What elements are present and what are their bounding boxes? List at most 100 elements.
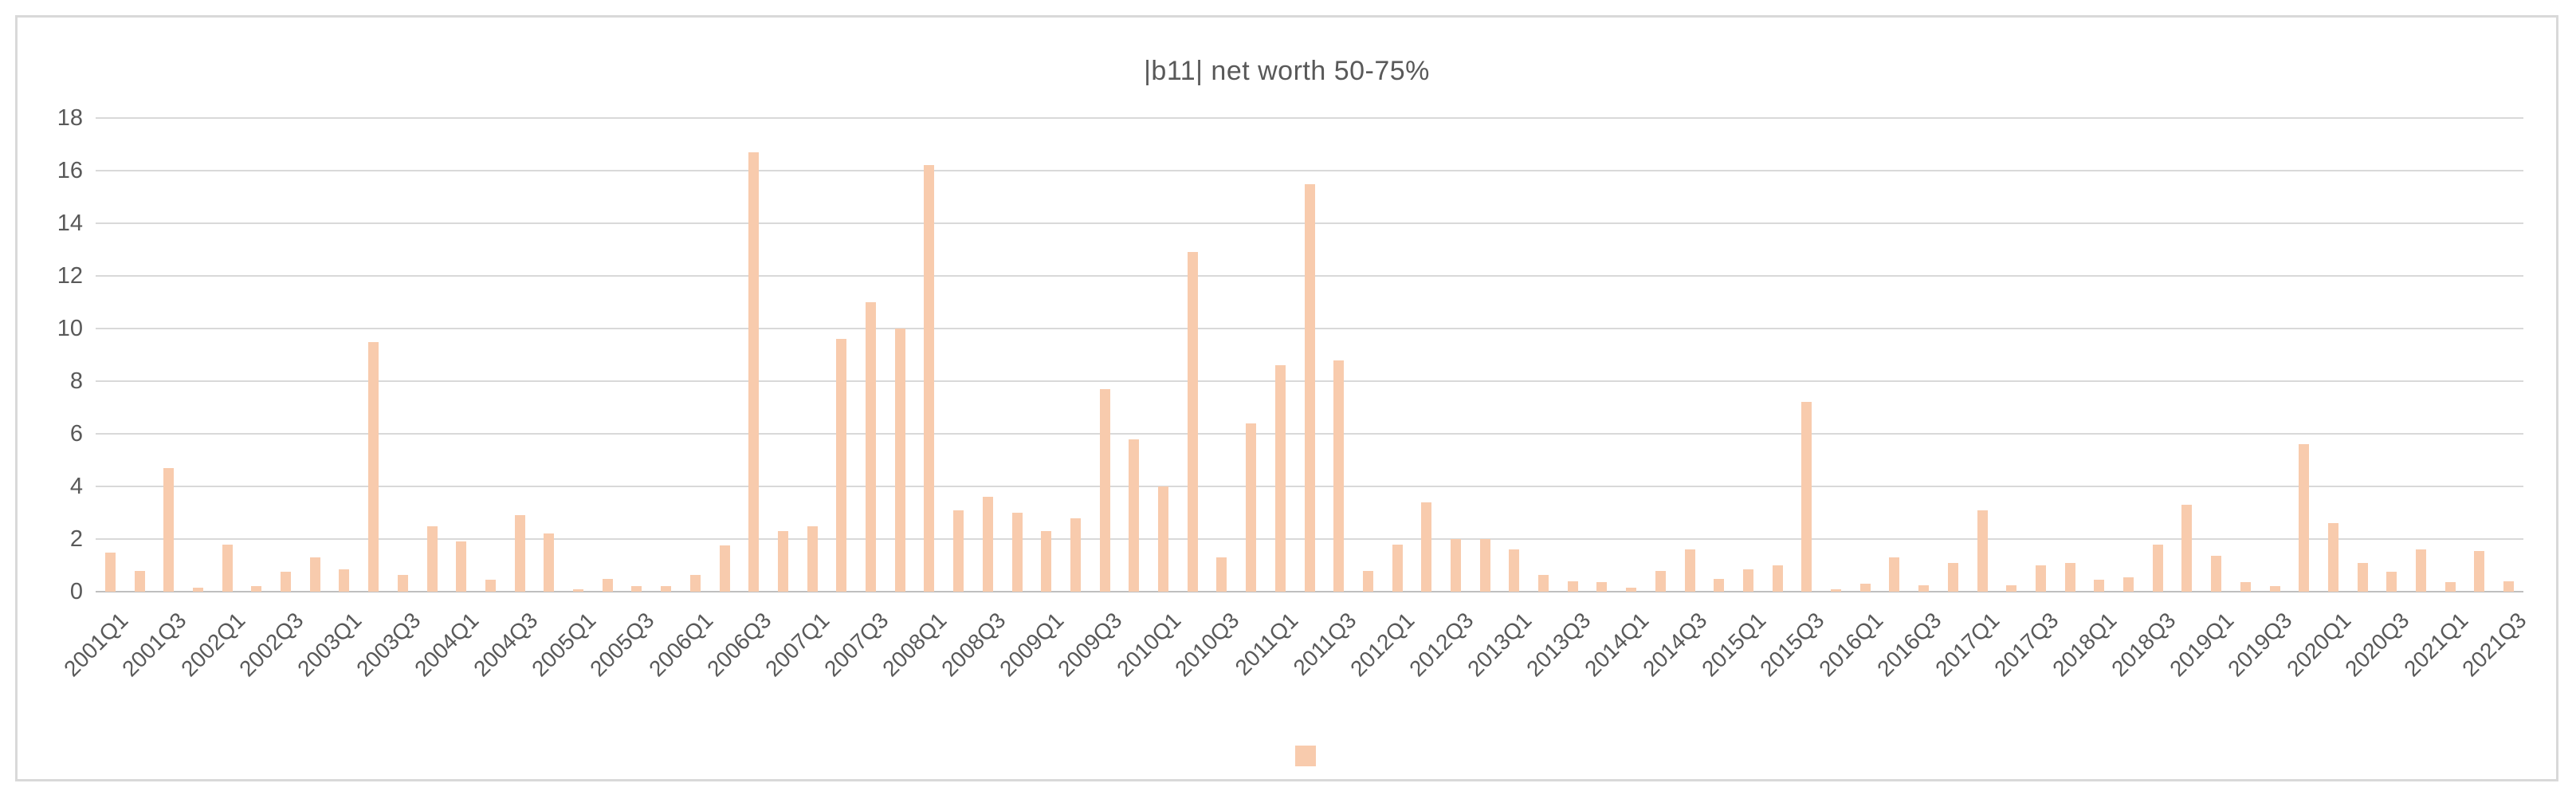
x-tick-label: 2021Q3 <box>2457 608 2531 682</box>
x-tick-label: 2013Q3 <box>1521 608 1596 682</box>
x-tick-label: 2012Q1 <box>1345 608 1420 682</box>
bar-2017Q2 <box>2006 584 2017 592</box>
chart-title: |b11| net worth 50-75% <box>1144 56 1430 86</box>
bar-2015Q1 <box>1742 569 1753 592</box>
bar-2020Q4 <box>2416 549 2427 592</box>
x-tick-label: 2002Q3 <box>234 608 308 682</box>
bar-2004Q2 <box>485 580 496 592</box>
bar-2011Q3 <box>1333 360 1345 592</box>
bar-2004Q4 <box>544 533 555 592</box>
bar-2009Q3 <box>1099 388 1110 592</box>
x-tick-label: 2020Q1 <box>2282 608 2356 682</box>
bar-2014Q1 <box>1626 588 1637 592</box>
x-tick-label: 2017Q1 <box>1930 608 2005 682</box>
bar-2013Q2 <box>1538 574 1549 592</box>
bar-2002Q4 <box>309 557 320 592</box>
bar-2015Q4 <box>1831 588 1842 592</box>
bar-2019Q1 <box>2211 556 2222 592</box>
bar-2017Q1 <box>1977 510 1988 592</box>
bar-2004Q1 <box>456 541 467 592</box>
bar-2008Q1 <box>924 165 935 592</box>
x-tick-label: 2001Q1 <box>58 608 133 682</box>
bar-2018Q4 <box>2181 505 2193 592</box>
bar-2008Q3 <box>982 497 993 592</box>
bar-2012Q4 <box>1479 539 1490 592</box>
bar-2013Q1 <box>1509 549 1520 592</box>
bar-2005Q4 <box>661 586 672 592</box>
bar-2007Q1 <box>807 525 818 592</box>
plot-area <box>96 117 2523 592</box>
chart-frame: |b11| net worth 50-75% 0 2 4 6 8 10 12 14 16 18 2… <box>15 15 2558 781</box>
bar-2006Q3 <box>748 152 760 592</box>
bar-2009Q2 <box>1070 518 1081 592</box>
x-tick-label: 2011Q3 <box>1288 608 1361 680</box>
bar-2008Q4 <box>1011 513 1023 592</box>
bar-2009Q4 <box>1129 439 1140 592</box>
x-tick-label: 2020Q3 <box>2340 608 2414 682</box>
bar-2006Q4 <box>777 531 788 592</box>
bar-2002Q3 <box>281 572 292 592</box>
x-tick-label: 2016Q1 <box>1813 608 1888 682</box>
x-tick-label: 2014Q1 <box>1580 608 1654 682</box>
bar-2006Q1 <box>689 574 701 592</box>
x-tick-label: 2017Q3 <box>1989 608 2064 682</box>
x-tick-label: 2004Q3 <box>468 608 543 682</box>
bar-2020Q2 <box>2357 562 2368 592</box>
bar-2016Q3 <box>1918 584 1930 592</box>
bar-2021Q1 <box>2444 582 2456 592</box>
bar-2011Q1 <box>1274 365 1286 592</box>
bar-2003Q2 <box>368 341 379 592</box>
bar-2001Q2 <box>134 570 145 592</box>
x-tick-label: 2018Q1 <box>2048 608 2122 682</box>
bar-2020Q1 <box>2327 523 2338 592</box>
x-tick-label: 2010Q1 <box>1112 608 1186 682</box>
x-tick-label: 2007Q1 <box>760 608 835 682</box>
x-tick-label: 2013Q1 <box>1463 608 1537 682</box>
y-tick-label: 2 <box>69 526 83 552</box>
bar-2016Q1 <box>1859 584 1871 592</box>
y-tick-label: 18 <box>57 105 83 131</box>
y-tick-label: 12 <box>57 263 83 289</box>
bar-2018Q3 <box>2152 544 2163 592</box>
y-tick-label: 4 <box>69 474 83 499</box>
x-tick-label: 2001Q3 <box>117 608 191 682</box>
y-tick-label: 0 <box>69 579 83 604</box>
bar-2011Q4 <box>1362 570 1373 592</box>
bar-2001Q4 <box>192 588 203 592</box>
y-tick-label: 16 <box>57 158 83 183</box>
y-tick-label: 8 <box>69 368 83 394</box>
bar-2015Q2 <box>1772 565 1783 592</box>
x-tick-label: 2008Q3 <box>936 608 1011 682</box>
bar-2005Q2 <box>602 578 613 592</box>
bar-2005Q3 <box>631 586 642 592</box>
legend-series-marker <box>1295 746 1316 766</box>
bar-2014Q2 <box>1655 570 1666 592</box>
bar-2018Q2 <box>2123 577 2134 592</box>
bar-2003Q1 <box>339 569 350 592</box>
x-tick-label: 2009Q3 <box>1053 608 1128 682</box>
bar-2015Q3 <box>1801 402 1812 592</box>
bar-2020Q3 <box>2386 572 2397 592</box>
bar-2016Q4 <box>1947 562 1958 592</box>
bar-2004Q3 <box>514 515 525 592</box>
x-tick-label: 2011Q1 <box>1230 608 1303 680</box>
bar-2006Q2 <box>719 545 730 592</box>
bar-2009Q1 <box>1041 531 1052 592</box>
bar-2011Q2 <box>1304 183 1315 592</box>
x-tick-label: 2014Q3 <box>1638 608 1713 682</box>
x-tick-label: 2009Q1 <box>995 608 1069 682</box>
bar-2007Q4 <box>894 329 905 592</box>
bar-2001Q3 <box>163 467 175 592</box>
bar-2012Q2 <box>1421 502 1432 592</box>
bar-2008Q2 <box>953 510 964 592</box>
x-tick-label: 2004Q1 <box>410 608 484 682</box>
bar-2017Q4 <box>2064 562 2075 592</box>
x-tick-label: 2007Q3 <box>819 608 893 682</box>
bar-2021Q3 <box>2503 581 2515 592</box>
bar-2019Q3 <box>2269 586 2280 592</box>
x-tick-label: 2019Q1 <box>2165 608 2239 682</box>
bar-2010Q3 <box>1216 557 1227 592</box>
bar-2017Q3 <box>2035 565 2046 592</box>
x-tick-label: 2012Q3 <box>1404 608 1478 682</box>
